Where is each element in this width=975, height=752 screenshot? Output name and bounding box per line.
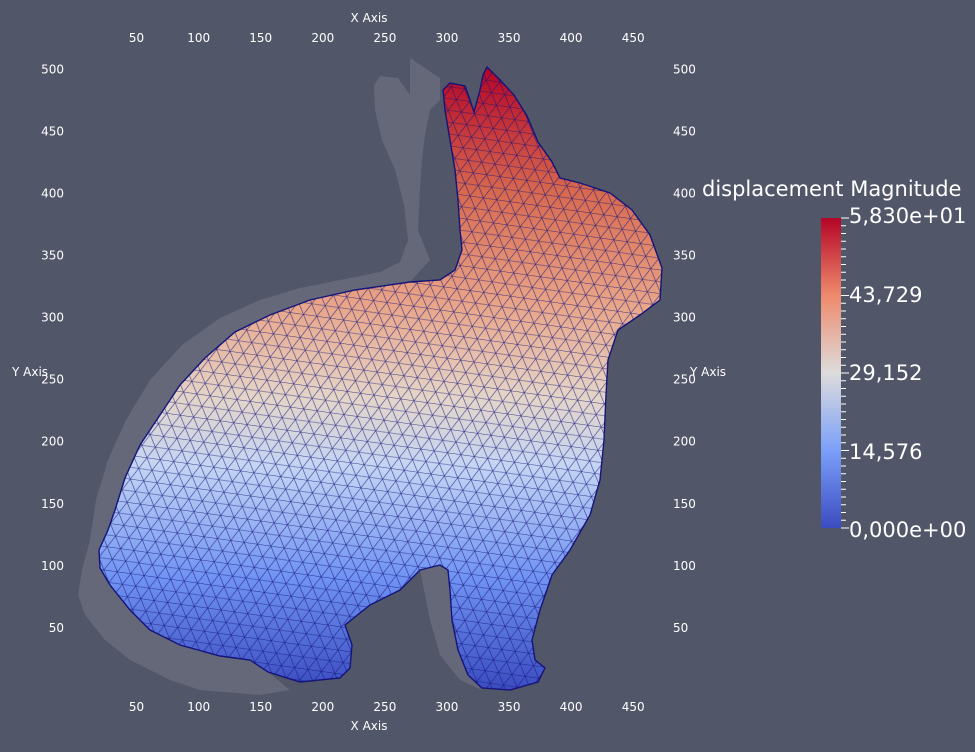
x-tick-top-50: 50 [129, 31, 144, 45]
y-tick-right-350: 350 [673, 248, 696, 262]
x-tick-bottom-400: 400 [560, 700, 583, 714]
y-axis-title-right: Y Axis [689, 365, 726, 379]
colorbar-label-mid: 29,152 [849, 361, 922, 385]
x-tick-bottom-100: 100 [187, 700, 210, 714]
x-tick-top-250: 250 [373, 31, 396, 45]
x-tick-bottom-300: 300 [435, 700, 458, 714]
colorbar-title: displacement Magnitude [702, 177, 961, 201]
colorbar-gradient[interactable] [821, 218, 841, 528]
y-tick-right-200: 200 [673, 435, 696, 449]
x-tick-bottom-150: 150 [249, 700, 272, 714]
x-axis-title-bottom: X Axis [351, 719, 388, 733]
colorbar-label-lower: 14,576 [849, 440, 922, 464]
x-tick-bottom-200: 200 [311, 700, 334, 714]
y-tick-left-250: 250 [41, 373, 64, 387]
axes-grid: 50 50 100 100 150 150 200 200 250 250 300 300 350 350… [41, 31, 696, 714]
x-tick-top-100: 100 [187, 31, 210, 45]
x-tick-top-200: 200 [311, 31, 334, 45]
y-tick-left-300: 300 [41, 311, 64, 325]
y-tick-left-200: 200 [41, 435, 64, 449]
y-tick-right-500: 500 [673, 62, 696, 76]
bunny-leg-shadow [420, 565, 482, 690]
x-tick-top-400: 400 [560, 31, 583, 45]
y-tick-right-450: 450 [673, 124, 696, 138]
x-tick-top-150: 150 [249, 31, 272, 45]
y-tick-left-50: 50 [49, 621, 64, 635]
bunny-shadow [78, 58, 440, 695]
colorbar-label-upper: 43,729 [849, 283, 922, 307]
x-tick-top-300: 300 [435, 31, 458, 45]
x-tick-top-350: 350 [498, 31, 521, 45]
x-axis-title-top: X Axis [351, 11, 388, 25]
y-tick-right-400: 400 [673, 186, 696, 200]
x-tick-bottom-350: 350 [498, 700, 521, 714]
y-tick-left-400: 400 [41, 186, 64, 200]
x-tick-bottom-50: 50 [129, 700, 144, 714]
x-tick-bottom-250: 250 [373, 700, 396, 714]
y-tick-left-350: 350 [41, 248, 64, 262]
y-tick-left-150: 150 [41, 497, 64, 511]
colorbar-label-min: 0,000e+00 [849, 518, 966, 542]
y-axis-title-left: Y Axis [11, 365, 48, 379]
colorbar-label-max: 5,830e+01 [849, 204, 966, 228]
y-tick-left-450: 450 [41, 124, 64, 138]
y-tick-right-100: 100 [673, 559, 696, 573]
x-tick-top-450: 450 [622, 31, 645, 45]
colorbar-ticks [841, 217, 849, 529]
y-tick-left-100: 100 [41, 559, 64, 573]
y-tick-right-250: 250 [673, 373, 696, 387]
x-tick-bottom-450: 450 [622, 700, 645, 714]
y-tick-right-150: 150 [673, 497, 696, 511]
y-tick-right-50: 50 [673, 621, 688, 635]
y-tick-right-300: 300 [673, 311, 696, 325]
y-tick-left-500: 500 [41, 62, 64, 76]
